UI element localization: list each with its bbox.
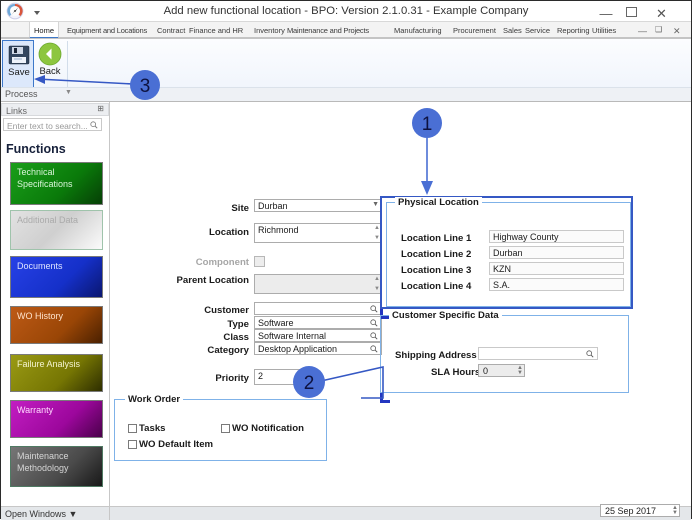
svg-text:3: 3 [140,76,151,97]
svg-text:2: 2 [304,373,315,394]
svg-text:1: 1 [422,114,433,135]
